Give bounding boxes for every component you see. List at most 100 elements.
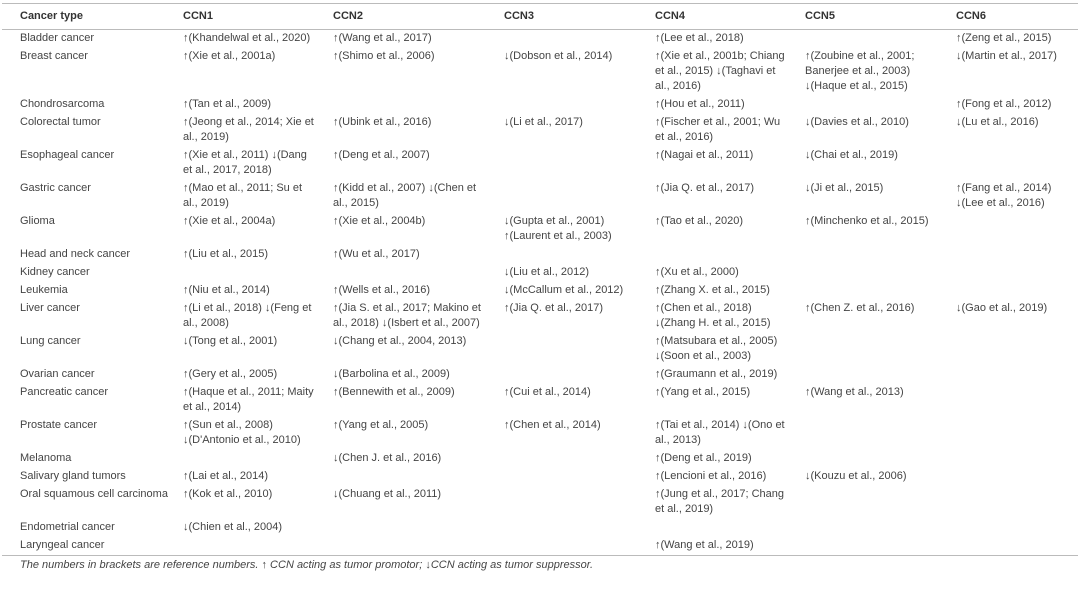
table-cell: ↑(Lai et al., 2014) [183,470,268,482]
table-cell: ↑(Gery et al., 2005) [183,368,278,380]
table-cell: ↑(Jung et al., 2017; Chang et al., 2019) [655,488,785,515]
table-cell: ↑(Wang et al., 2013) [805,386,904,398]
table-cell: ↑(Jeong et al., 2014; Xie et al., 2019) [183,116,314,143]
data-table: Cancer type CCN1 CCN2 CCN3 CCN4 CCN5 CCN6 Blad… [2,3,1078,556]
table-cell: ↑(Yang et al., 2015) [655,386,751,398]
table-cell: ↑(Xie et al., 2011) ↓(Dang et al., 2017,… [183,149,307,176]
table-cell [805,30,956,49]
table-cell [333,96,504,114]
table-row: Lung cancer ↓(Tong et al., 2001) ↓(Chang e… [2,333,1078,366]
table-cell: ↑(Lencioni et al., 2016) [655,470,767,482]
table-cell: ↓(Kouzu et al., 2006) [805,470,907,482]
table-cell: ↓(Chen J. et al., 2016) [333,452,442,464]
table-cell: ↑(Matsubara et al., 2005) ↓(Soon et al.,… [655,335,778,362]
table-cell [956,384,1078,417]
table-row: Glioma ↑(Xie et al., 2004a) ↑(Xie et al., … [2,213,1078,246]
row-label: Bladder cancer [20,32,94,44]
table-cell: ↑(Xie et al., 2001b; Chiang et al., 2015… [655,50,785,92]
table-cell: ↑(Tan et al., 2009) [183,98,272,110]
table-cell [504,519,655,537]
table-cell: ↑(Zhang X. et al., 2015) [655,284,770,296]
row-label: Prostate cancer [20,419,98,431]
table-cell [333,468,504,486]
table-cell: ↓(Tong et al., 2001) [183,335,278,347]
table-cell [504,246,655,264]
table-cell: ↑(Wells et al., 2016) [333,284,431,296]
table-cell [504,180,655,213]
table-cell: ↓(Martin et al., 2017) [956,50,1057,62]
table-cell: ↑(Deng et al., 2019) [655,452,752,464]
table-cell: ↑(Niu et al., 2014) [183,284,270,296]
table-cell [956,246,1078,264]
table-row: Melanoma ↓(Chen J. et al., 2016) ↑(Deng et… [2,450,1078,468]
table-cell: ↑(Zoubine et al., 2001; Banerjee et al.,… [805,50,915,92]
table-cell: ↑(Xu et al., 2000) [655,266,739,278]
table-cell: ↑(Yang et al., 2005) [333,419,429,431]
column-header: CCN4 [655,10,685,22]
table-cell [805,519,956,537]
table-cell: ↑(Wang et al., 2019) [655,539,754,551]
column-header: CCN6 [956,10,986,22]
table-cell: ↑(Bennewith et al., 2009) [333,386,455,398]
table-cell [956,519,1078,537]
table-cell: ↑(Khandelwal et al., 2020) [183,32,311,44]
column-header: CCN3 [504,10,534,22]
table-row: Salivary gland tumors ↑(Lai et al., 2014)… [2,468,1078,486]
row-label: Oral squamous cell carcinoma [20,488,168,500]
row-label: Esophageal cancer [20,149,115,161]
table-cell [183,450,333,468]
table-cell: ↑(Kok et al., 2010) [183,488,273,500]
table-cell [805,486,956,519]
row-label: Leukemia [20,284,68,296]
table-cell: ↑(Fang et al., 2014) ↓(Lee et al., 2016) [956,182,1052,209]
table-cell: ↑(Xie et al., 2004b) [333,215,426,227]
table-row: Bladder cancer ↑(Khandelwal et al., 2020)… [2,30,1078,49]
table-cell [504,468,655,486]
table-cell: ↓(Davies et al., 2010) [805,116,909,128]
table-cell: ↑(Xie et al., 2004a) [183,215,276,227]
table-cell [183,537,333,556]
table-cell: ↑(Nagai et al., 2011) [655,149,754,161]
column-header: CCN1 [183,10,213,22]
table-row: Oral squamous cell carcinoma ↑(Kok et al.… [2,486,1078,519]
table-cell: ↓(Chai et al., 2019) [805,149,898,161]
row-label: Salivary gland tumors [20,470,126,482]
column-header: CCN5 [805,10,835,22]
table-cell [805,96,956,114]
table-cell: ↑(Tao et al., 2020) [655,215,744,227]
table-cell: ↑(Fischer et al., 2001; Wu et al., 2016) [655,116,781,143]
table-cell: ↓(Dobson et al., 2014) [504,50,613,62]
table-cell [805,417,956,450]
table-cell [333,264,504,282]
row-label: Chondrosarcoma [20,98,105,110]
table-cell: ↑(Chen et al., 2014) [504,419,601,431]
table-row: Prostate cancer ↑(Sun et al., 2008) ↓(D'A… [2,417,1078,450]
table-cell: ↑(Mao et al., 2011; Su et al., 2019) [183,182,303,209]
table-cell [504,147,655,180]
table-row: Ovarian cancer ↑(Gery et al., 2005) ↓(Barb… [2,366,1078,384]
table-cell: ↑(Chen Z. et al., 2016) [805,302,915,314]
table-cell: ↑(Tai et al., 2014) ↓(Ono et al., 2013) [655,419,785,446]
table-cell: ↑(Jia S. et al., 2017; Makino et al., 20… [333,302,481,329]
table-cell: ↓(Ji et al., 2015) [805,182,884,194]
table-cell [956,333,1078,366]
table-cell [805,333,956,366]
table-cell [504,333,655,366]
row-label: Endometrial cancer [20,521,115,533]
table-row: Esophageal cancer ↑(Xie et al., 2011) ↓(D… [2,147,1078,180]
table-cell [504,96,655,114]
table-cell [805,366,956,384]
table-cell: ↓(Gupta et al., 2001) ↑(Laurent et al., … [504,215,612,242]
row-label: Liver cancer [20,302,80,314]
table-cell: ↓(Lu et al., 2016) [956,116,1039,128]
column-header: Cancer type [20,10,83,22]
table-cell [805,282,956,300]
row-label: Ovarian cancer [20,368,95,380]
table-cell [956,147,1078,180]
row-label: Colorectal tumor [20,116,101,128]
table-cell [655,246,805,264]
row-label: Lung cancer [20,335,81,347]
row-label: Head and neck cancer [20,248,131,260]
table-cell: ↓(Chien et al., 2004) [183,521,283,533]
table-cell: ↑(Minchenko et al., 2015) [805,215,929,227]
